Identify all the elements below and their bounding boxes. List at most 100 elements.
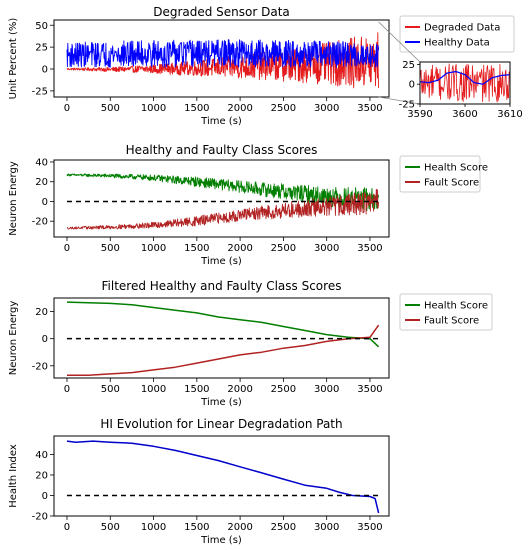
inset-x-tick-label: 3610 bbox=[497, 109, 522, 120]
series-line-fault-score bbox=[67, 324, 380, 377]
plot-area bbox=[66, 440, 380, 514]
y-axis-label: Neuron Energy bbox=[8, 301, 19, 376]
chart-title: Healthy and Faulty Class Scores bbox=[126, 143, 318, 157]
x-tick-label: 3000 bbox=[314, 384, 339, 395]
legend: Degraded Data Healthy Data bbox=[399, 15, 515, 53]
x-tick-label: 1000 bbox=[141, 243, 166, 254]
y-tick-label: 0 bbox=[42, 65, 48, 76]
x-tick-label: 2000 bbox=[227, 103, 252, 114]
chart-filtered: Filtered Healthy and Faulty Class Scores… bbox=[8, 279, 493, 408]
x-tick-label: 3000 bbox=[314, 522, 339, 533]
inset-zoom: 3590 3600 3610 -25 0 25 bbox=[378, 21, 523, 120]
chart-scores: Healthy and Faulty Class Scores Time (s) N… bbox=[8, 143, 488, 267]
inset-x-tick-label: 3590 bbox=[407, 109, 432, 120]
chart-degraded: Degraded Sensor Data Time (s) Unit Percent… bbox=[8, 5, 523, 127]
x-tick-label: 2500 bbox=[271, 103, 296, 114]
x-axis-label: Time (s) bbox=[200, 116, 242, 127]
x-tick-label: 0 bbox=[64, 243, 70, 254]
x-tick-label: 1500 bbox=[184, 384, 209, 395]
legend-label: Fault Score bbox=[424, 178, 479, 189]
chart-title: Filtered Healthy and Faulty Class Scores bbox=[102, 279, 342, 293]
inset-y-tick-label: -25 bbox=[399, 100, 415, 111]
x-tick-label: 3500 bbox=[357, 103, 382, 114]
y-axis-label: Neuron Energy bbox=[8, 161, 19, 236]
y-tick-label: -20 bbox=[32, 361, 48, 372]
legend-label: Health Score bbox=[424, 163, 488, 174]
x-tick-label: 500 bbox=[101, 522, 120, 533]
x-tick-label: 500 bbox=[101, 103, 120, 114]
legend-box bbox=[399, 293, 493, 331]
plot-frame bbox=[53, 435, 390, 517]
x-tick-label: 2000 bbox=[227, 384, 252, 395]
y-axis-label: Health Index bbox=[8, 444, 19, 508]
y-tick-label: 40 bbox=[35, 450, 48, 461]
plot-area bbox=[66, 32, 380, 89]
legend: Health Score Fault Score bbox=[399, 293, 493, 331]
inset-y-tick-label: 0 bbox=[409, 80, 415, 91]
inset-connector bbox=[378, 96, 421, 105]
chart-hi: HI Evolution for Linear Degradation Path… bbox=[8, 417, 390, 546]
legend: Health Score Fault Score bbox=[399, 155, 488, 193]
x-tick-label: 1500 bbox=[184, 522, 209, 533]
x-tick-label: 2000 bbox=[227, 522, 252, 533]
inset-y-tick-label: 25 bbox=[402, 60, 415, 71]
x-tick-label: 2500 bbox=[271, 522, 296, 533]
y-tick-label: 20 bbox=[35, 307, 48, 318]
legend-label: Degraded Data bbox=[424, 23, 500, 34]
x-tick-label: 500 bbox=[101, 243, 120, 254]
plot-frame bbox=[53, 19, 390, 98]
series-line-fault-score bbox=[66, 188, 380, 230]
x-tick-label: 1000 bbox=[141, 103, 166, 114]
x-axis-label: Time (s) bbox=[200, 535, 242, 546]
series-line-health-index bbox=[66, 440, 380, 514]
x-tick-label: 2500 bbox=[271, 243, 296, 254]
x-axis-label: Time (s) bbox=[200, 397, 242, 408]
plot-frame bbox=[53, 297, 390, 379]
plot-frame bbox=[53, 159, 390, 238]
inset-healthy-line bbox=[419, 70, 511, 85]
x-tick-label: 1000 bbox=[141, 384, 166, 395]
inset-degraded-line bbox=[419, 63, 510, 103]
x-tick-label: 0 bbox=[64, 384, 70, 395]
x-tick-label: 0 bbox=[64, 103, 70, 114]
legend-label: Healthy Data bbox=[424, 38, 490, 49]
inset-connector bbox=[378, 21, 421, 63]
x-tick-label: 3000 bbox=[314, 243, 339, 254]
plot-area bbox=[66, 301, 380, 377]
y-tick-label: 25 bbox=[35, 43, 48, 54]
x-tick-label: 1500 bbox=[184, 103, 209, 114]
series-line-degraded-data bbox=[66, 32, 380, 89]
series-line-health-score bbox=[66, 301, 380, 348]
legend-label: Health Score bbox=[424, 301, 488, 312]
x-axis-label: Time (s) bbox=[200, 256, 242, 267]
y-tick-label: 0 bbox=[42, 491, 48, 502]
x-tick-label: 3000 bbox=[314, 103, 339, 114]
x-tick-label: 3500 bbox=[357, 522, 382, 533]
y-tick-label: -25 bbox=[32, 86, 48, 97]
x-tick-label: 1000 bbox=[141, 522, 166, 533]
inset-x-tick-label: 3600 bbox=[452, 109, 477, 120]
x-tick-label: 3500 bbox=[357, 243, 382, 254]
y-tick-label: 20 bbox=[35, 177, 48, 188]
x-tick-label: 0 bbox=[64, 522, 70, 533]
y-tick-label: -20 bbox=[32, 512, 48, 523]
y-tick-label: 0 bbox=[42, 334, 48, 345]
x-tick-label: 3500 bbox=[357, 384, 382, 395]
x-tick-label: 1500 bbox=[184, 243, 209, 254]
y-tick-label: 20 bbox=[35, 470, 48, 481]
legend-box bbox=[399, 15, 515, 53]
y-tick-label: 40 bbox=[35, 157, 48, 168]
y-tick-label: 50 bbox=[35, 21, 48, 32]
plot-area bbox=[66, 173, 380, 230]
y-tick-label: 0 bbox=[42, 197, 48, 208]
chart-title: Degraded Sensor Data bbox=[153, 5, 290, 19]
y-tick-label: -20 bbox=[32, 217, 48, 228]
series-line-healthy-data bbox=[66, 39, 380, 68]
x-tick-label: 500 bbox=[101, 384, 120, 395]
y-axis-label: Unit Percent (%) bbox=[8, 18, 19, 100]
chart-title: HI Evolution for Linear Degradation Path bbox=[100, 417, 342, 431]
legend-label: Fault Score bbox=[424, 316, 479, 327]
x-tick-label: 2000 bbox=[227, 243, 252, 254]
x-tick-label: 2500 bbox=[271, 384, 296, 395]
